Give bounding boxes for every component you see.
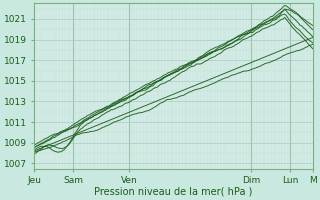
X-axis label: Pression niveau de la mer( hPa ): Pression niveau de la mer( hPa ) (94, 187, 252, 197)
